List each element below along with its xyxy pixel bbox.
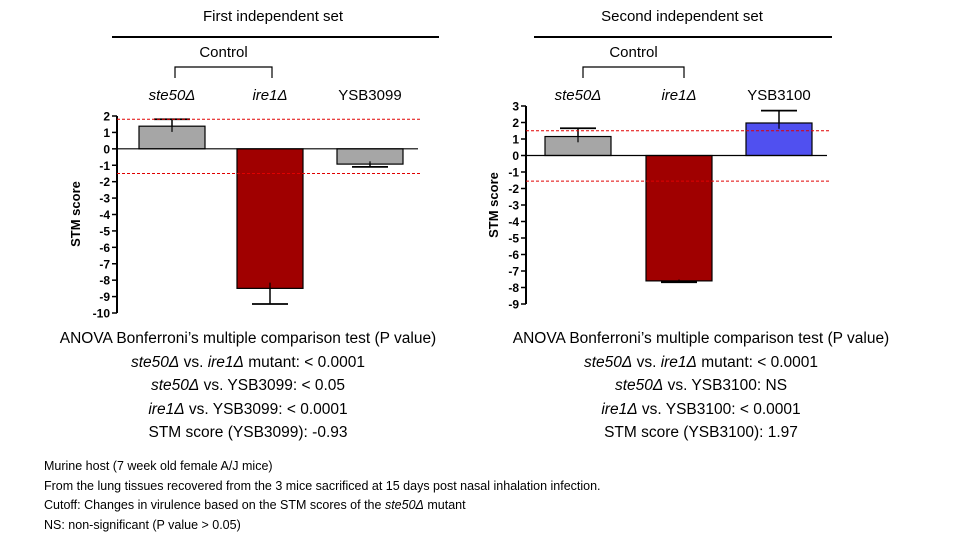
second-y-tick-label: -4	[508, 215, 519, 229]
second-y-tick-label: -8	[508, 281, 519, 295]
second-y-tick-label: 3	[512, 100, 519, 114]
first-y-tick-label: -9	[99, 290, 110, 304]
first-category-label-2: ire1Δ	[252, 87, 287, 104]
second-y-tick-label: -1	[508, 166, 519, 180]
stats-left-line1: ste50Δ vs. ire1Δ mutant: < 0.0001	[130, 353, 366, 371]
title-rule-second-set	[534, 36, 832, 38]
first-y-tick-label: -6	[99, 241, 110, 255]
first-category-label-1: ste50Δ	[149, 87, 196, 104]
first-y-tick-label: 0	[103, 142, 110, 156]
stats-left-line4: STM score (YSB3099): -0.93	[148, 424, 348, 441]
second-category-label-1: ste50Δ	[555, 87, 602, 104]
first-y-tick-label: -2	[99, 175, 110, 189]
stats-right-line2: ste50Δ vs. YSB3100: NS	[614, 377, 788, 394]
first-y-tick-label: -4	[99, 208, 110, 222]
second-category-label-3: YSB3100	[747, 87, 810, 104]
first-control-bracket	[174, 66, 273, 78]
chart-title-first-set: First independent set	[202, 8, 344, 25]
stats-right-heading: ANOVA Bonferroni’s multiple comparison t…	[512, 330, 890, 347]
second-y-tick-label: -9	[508, 298, 519, 312]
stats-right-line1: ste50Δ vs. ire1Δ mutant: < 0.0001	[583, 353, 819, 371]
first-y-axis-label: STM score	[68, 181, 83, 247]
stats-right: ANOVA Bonferroni’s multiple comparison t…	[481, 327, 921, 445]
first-y-tick-label: -1	[99, 159, 110, 173]
stats-right-line3: ire1Δ vs. YSB3100: < 0.0001	[601, 400, 801, 418]
second-y-tick-label: -5	[508, 232, 519, 246]
first-y-tick-label: 1	[103, 126, 110, 140]
second-y-tick-label: -7	[508, 265, 519, 279]
stats-left-heading: ANOVA Bonferroni’s multiple comparison t…	[59, 330, 437, 347]
second-y-tick-label: 0	[512, 149, 519, 163]
footnote-cutoff: Cutoff: Changes in virulence based on th…	[44, 498, 466, 512]
stats-right-line4: STM score (YSB3100): 1.97	[604, 424, 798, 441]
stats-left: ANOVA Bonferroni’s multiple comparison t…	[28, 327, 468, 445]
footnotes: Murine host (7 week old female A/J mice)…	[44, 457, 601, 535]
second-y-tick-label: 1	[512, 133, 519, 147]
footnote-tissue: From the lung tissues recovered from the…	[44, 478, 601, 493]
second-control-label: Control	[609, 44, 657, 61]
footnote-host: Murine host (7 week old female A/J mice)	[44, 459, 273, 473]
first-y-tick-label: -3	[99, 192, 110, 206]
second-y-axis-label: STM score	[486, 172, 501, 238]
footnote-ns: NS: non-significant (P value > 0.05)	[44, 517, 241, 532]
first-y-tick-label: -5	[99, 224, 110, 238]
second-y-tick-label: -6	[508, 248, 519, 262]
title-rule-first-set	[112, 36, 439, 38]
first-y-tick-label: -8	[99, 274, 110, 288]
chart-title-second-set: Second independent set	[601, 8, 763, 25]
stats-left-line3: ire1Δ vs. YSB3099: < 0.0001	[148, 400, 348, 418]
second-category-label-2: ire1Δ	[661, 87, 696, 104]
second-y-tick-label: 2	[512, 116, 519, 130]
stats-left-line2: ste50Δ vs. YSB3099: < 0.05	[150, 377, 346, 394]
second-bar-2	[645, 154, 713, 282]
first-bar-2	[236, 148, 304, 289]
first-control-label: Control	[199, 44, 247, 61]
first-y-tick-label: 2	[103, 110, 110, 124]
second-y-tick-label: -2	[508, 182, 519, 196]
second-y-tick-label: -3	[508, 199, 519, 213]
first-category-label-3: YSB3099	[338, 87, 401, 104]
first-y-tick-label: -10	[93, 307, 111, 321]
second-control-bracket	[582, 66, 685, 78]
first-y-tick-label: -7	[99, 257, 110, 271]
